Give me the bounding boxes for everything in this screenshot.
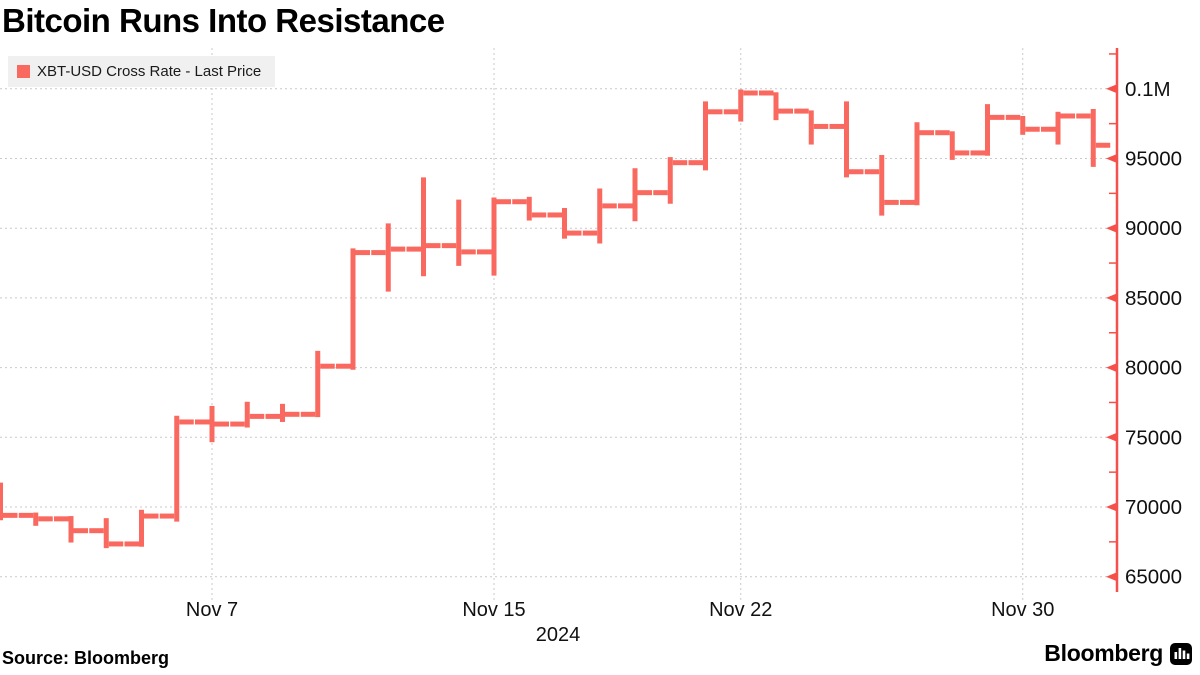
chart-title: Bitcoin Runs Into Resistance bbox=[2, 2, 445, 39]
y-axis-arrow-tick bbox=[1106, 363, 1117, 373]
ohlc-bar bbox=[1041, 111, 1075, 145]
ohlc-bar bbox=[688, 101, 723, 171]
ohlc-bar bbox=[230, 401, 265, 428]
ohlc-bar bbox=[441, 199, 476, 266]
ohlc-bar bbox=[935, 130, 970, 160]
y-axis-tick-label: 65000 bbox=[1125, 566, 1182, 589]
y-axis-tick-label: 75000 bbox=[1125, 426, 1182, 449]
ohlc-bar bbox=[18, 512, 53, 526]
ohlc-bar bbox=[794, 108, 829, 145]
ohlc-bar bbox=[159, 415, 194, 522]
x-axis-tick-label: Nov 22 bbox=[709, 599, 772, 621]
ohlc-bar bbox=[1076, 109, 1111, 167]
ohlc-bar bbox=[0, 482, 18, 521]
ohlc-bar bbox=[618, 168, 652, 222]
y-axis-arrow-tick bbox=[1106, 84, 1117, 94]
x-gridlines bbox=[211, 48, 1024, 600]
y-axis-arrow-tick bbox=[1106, 223, 1117, 233]
ohlc-bar bbox=[512, 196, 547, 221]
ohlc-bar bbox=[300, 350, 335, 418]
price-bars bbox=[0, 89, 1111, 549]
ohlc-bar bbox=[759, 90, 793, 121]
ohlc-bar bbox=[653, 157, 688, 204]
ohlc-bar bbox=[336, 248, 370, 370]
y-axis-arrow-tick bbox=[1106, 293, 1117, 303]
ohlc-bar bbox=[406, 177, 441, 277]
ohlc-bar bbox=[582, 188, 617, 244]
ohlc-bar bbox=[723, 89, 758, 122]
legend-label: XBT-USD Cross Rate - Last Price bbox=[37, 63, 262, 80]
y-gridlines bbox=[0, 88, 1117, 578]
y-axis-tick-label: 70000 bbox=[1125, 496, 1182, 519]
ohlc-bar bbox=[864, 155, 899, 216]
x-axis-tick-label: Nov 15 bbox=[462, 599, 525, 621]
ohlc-bar bbox=[371, 223, 406, 292]
y-axis: 0.1M 95000 90000 85000 80000 75000 70000 65000 bbox=[1106, 48, 1182, 592]
y-axis-tick-label: 80000 bbox=[1125, 357, 1182, 380]
ohlc-bar bbox=[970, 104, 1005, 156]
bloomberg-logo-text: Bloomberg bbox=[1044, 640, 1163, 666]
y-axis-tick-label: 85000 bbox=[1125, 287, 1182, 310]
ohlc-bar bbox=[829, 101, 864, 178]
x-axis-tick-label: Nov 30 bbox=[991, 599, 1054, 621]
y-axis-arrow-tick bbox=[1106, 502, 1117, 512]
y-axis-tick-label: 90000 bbox=[1125, 217, 1182, 240]
y-axis-arrow-tick bbox=[1106, 154, 1117, 163]
ohlc-bar bbox=[900, 122, 934, 206]
bar-chart-icon bbox=[1170, 642, 1192, 665]
ohlc-bar bbox=[195, 405, 229, 443]
ohlc-bar bbox=[89, 518, 124, 549]
ohlc-bar bbox=[547, 207, 582, 239]
ohlc-bar bbox=[124, 509, 159, 547]
ohlc-bar bbox=[1005, 114, 1040, 135]
source-attribution: Source: Bloomberg bbox=[2, 648, 170, 668]
ohlc-bar bbox=[477, 197, 511, 276]
y-axis-tick-label: 0.1M bbox=[1125, 78, 1171, 101]
legend-swatch-icon bbox=[17, 65, 30, 78]
bloomberg-logo: Bloomberg bbox=[1044, 640, 1192, 667]
x-axis-year-label: 2024 bbox=[536, 624, 581, 646]
ohlc-bar bbox=[265, 403, 300, 422]
x-axis-tick-label: Nov 7 bbox=[186, 599, 238, 621]
x-labels: Nov 7 Nov 15 Nov 22 Nov 30 2024 bbox=[186, 599, 1055, 646]
y-axis-tick-label: 95000 bbox=[1125, 148, 1182, 171]
ohlc-bar bbox=[54, 516, 88, 543]
legend: XBT-USD Cross Rate - Last Price bbox=[8, 56, 276, 87]
y-axis-arrow-tick bbox=[1106, 572, 1117, 582]
y-axis-arrow-tick bbox=[1106, 432, 1117, 442]
